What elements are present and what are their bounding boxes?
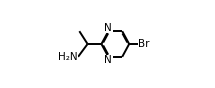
Text: Br: Br	[138, 39, 150, 49]
Text: H₂N: H₂N	[58, 52, 78, 62]
Text: N: N	[104, 23, 112, 33]
Text: N: N	[104, 55, 112, 65]
